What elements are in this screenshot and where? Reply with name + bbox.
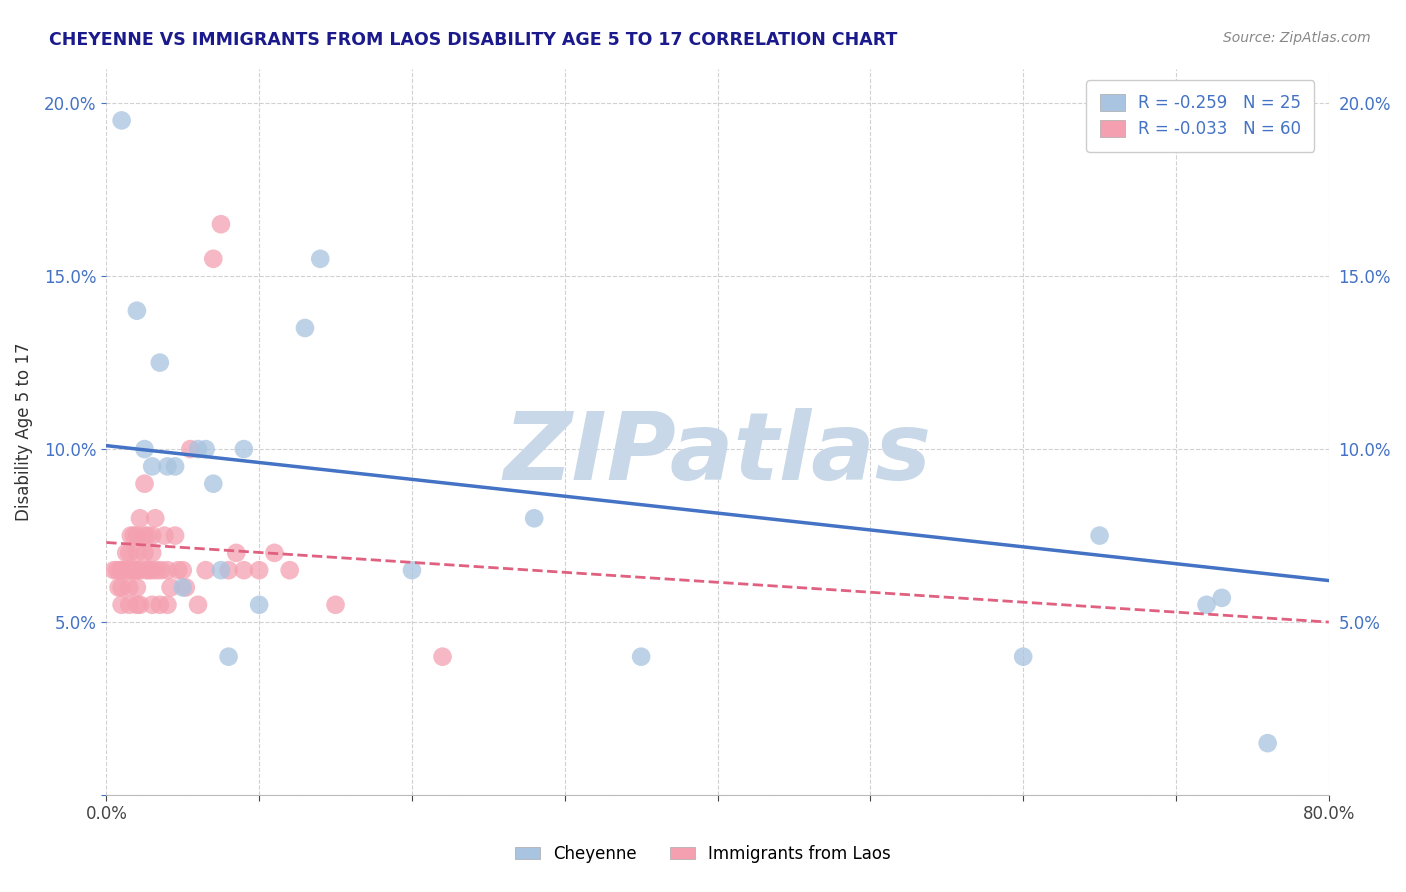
Point — [125, 528, 148, 542]
Point — [218, 563, 240, 577]
Point — [263, 546, 285, 560]
Point — [202, 476, 225, 491]
Point — [401, 563, 423, 577]
Point — [141, 528, 163, 542]
Point — [225, 546, 247, 560]
Point — [165, 459, 187, 474]
Point — [134, 442, 156, 456]
Point — [194, 563, 217, 577]
Point — [218, 649, 240, 664]
Point — [108, 563, 131, 577]
Point — [114, 563, 136, 577]
Point — [1195, 598, 1218, 612]
Point — [141, 563, 163, 577]
Point — [124, 563, 146, 577]
Point — [523, 511, 546, 525]
Point — [118, 581, 141, 595]
Point — [159, 581, 181, 595]
Point — [121, 563, 143, 577]
Point — [165, 528, 187, 542]
Point — [247, 598, 270, 612]
Point — [145, 563, 167, 577]
Point — [156, 459, 179, 474]
Point — [247, 563, 270, 577]
Point — [129, 563, 152, 577]
Point — [110, 581, 132, 595]
Point — [1088, 528, 1111, 542]
Y-axis label: Disability Age 5 to 17: Disability Age 5 to 17 — [15, 343, 32, 521]
Point — [134, 528, 156, 542]
Point — [141, 459, 163, 474]
Point — [202, 252, 225, 266]
Text: Source: ZipAtlas.com: Source: ZipAtlas.com — [1223, 31, 1371, 45]
Point — [149, 598, 172, 612]
Point — [136, 528, 159, 542]
Point — [122, 528, 145, 542]
Point — [1257, 736, 1279, 750]
Point — [156, 598, 179, 612]
Point — [630, 649, 652, 664]
Point — [232, 563, 254, 577]
Point — [105, 563, 128, 577]
Point — [125, 563, 148, 577]
Legend: Cheyenne, Immigrants from Laos: Cheyenne, Immigrants from Laos — [498, 828, 908, 880]
Point — [118, 546, 141, 560]
Point — [129, 598, 152, 612]
Point — [1012, 649, 1035, 664]
Point — [150, 563, 173, 577]
Point — [138, 563, 160, 577]
Point — [209, 217, 232, 231]
Point — [125, 581, 148, 595]
Point — [110, 598, 132, 612]
Point — [194, 442, 217, 456]
Point — [209, 563, 232, 577]
Point — [156, 563, 179, 577]
Point — [187, 442, 209, 456]
Point — [125, 598, 148, 612]
Point — [278, 563, 301, 577]
Point — [432, 649, 454, 664]
Point — [110, 113, 132, 128]
Point — [232, 442, 254, 456]
Point — [167, 563, 190, 577]
Point — [294, 321, 316, 335]
Point — [179, 442, 201, 456]
Point — [134, 476, 156, 491]
Point — [1211, 591, 1233, 605]
Point — [172, 581, 194, 595]
Point — [172, 563, 194, 577]
Point — [153, 528, 176, 542]
Point — [134, 546, 156, 560]
Text: CHEYENNE VS IMMIGRANTS FROM LAOS DISABILITY AGE 5 TO 17 CORRELATION CHART: CHEYENNE VS IMMIGRANTS FROM LAOS DISABIL… — [49, 31, 897, 49]
Point — [129, 511, 152, 525]
Legend: R = -0.259   N = 25, R = -0.033   N = 60: R = -0.259 N = 25, R = -0.033 N = 60 — [1087, 80, 1315, 152]
Point — [141, 598, 163, 612]
Point — [143, 511, 166, 525]
Point — [120, 528, 142, 542]
Point — [309, 252, 332, 266]
Point — [125, 303, 148, 318]
Point — [149, 355, 172, 369]
Point — [115, 546, 138, 560]
Point — [135, 563, 157, 577]
Point — [325, 598, 347, 612]
Point — [141, 546, 163, 560]
Point — [118, 563, 141, 577]
Point — [187, 598, 209, 612]
Point — [110, 563, 132, 577]
Text: ZIPatlas: ZIPatlas — [503, 408, 932, 500]
Point — [118, 598, 141, 612]
Point — [103, 563, 125, 577]
Point — [174, 581, 197, 595]
Point — [107, 581, 129, 595]
Point — [125, 546, 148, 560]
